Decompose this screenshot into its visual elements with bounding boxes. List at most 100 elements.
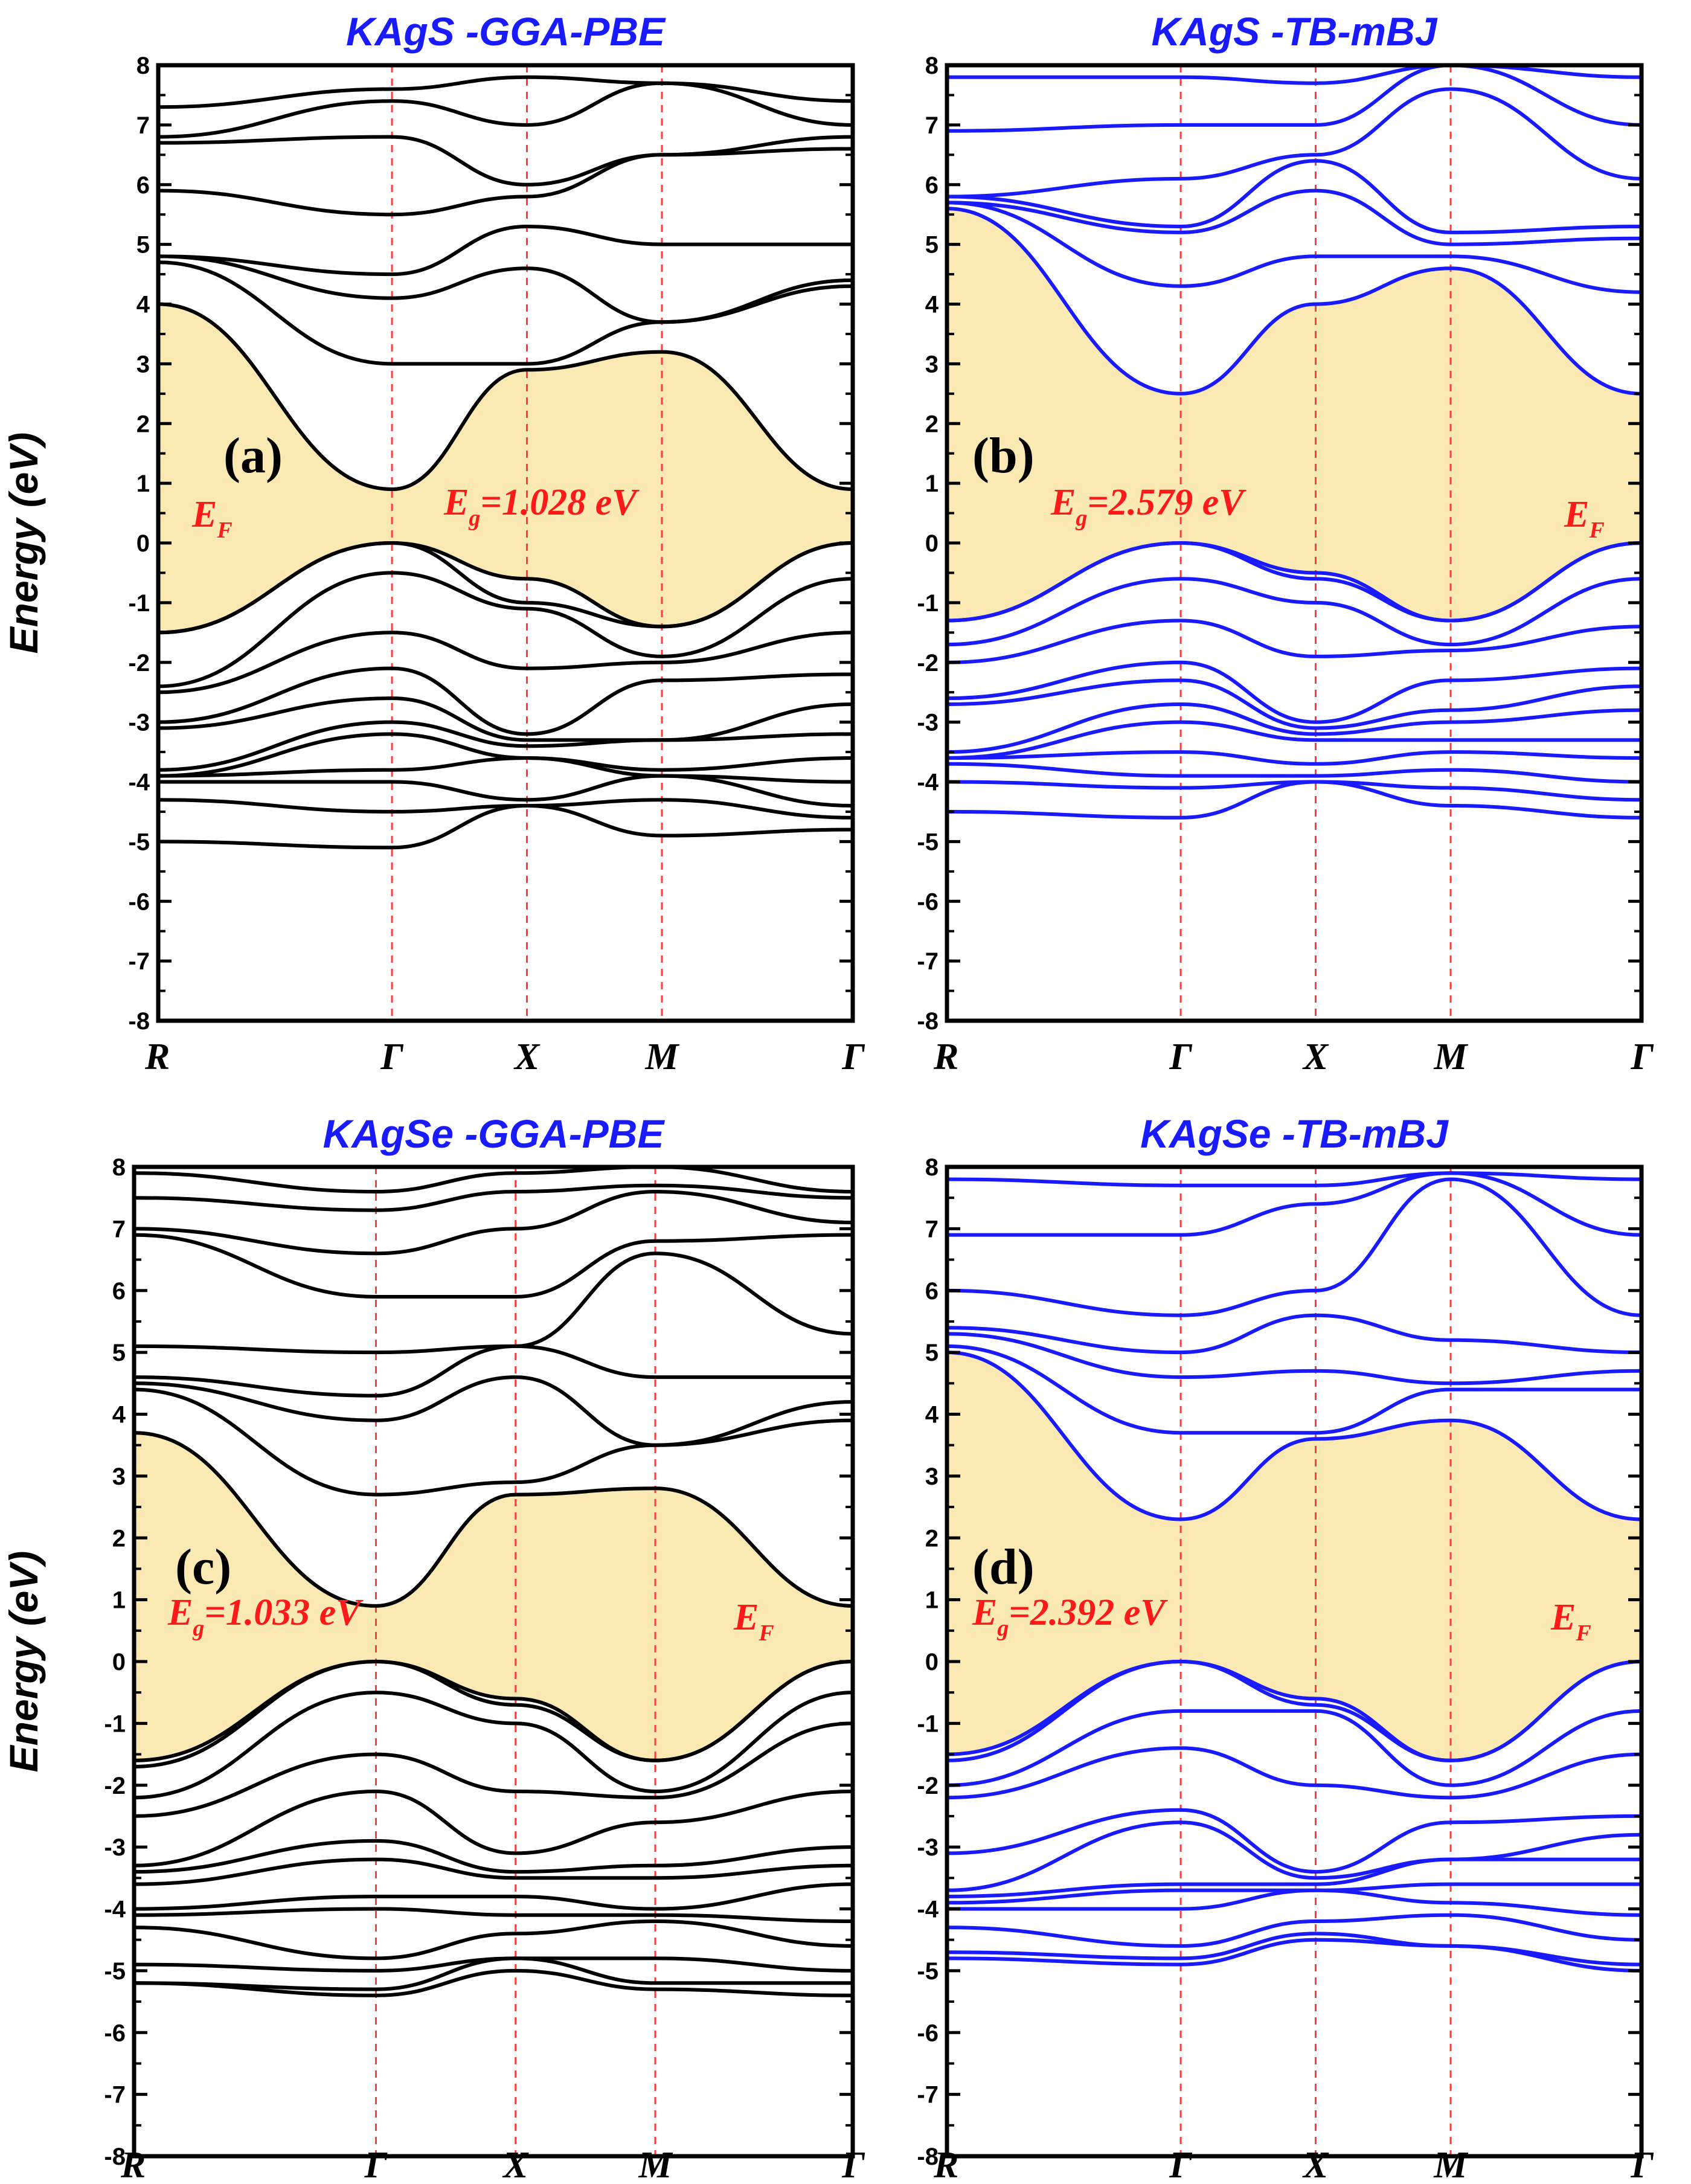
panel-c: 8 7 6 5 4 3 2 1 0 -1 -2 -3 -4 -5 -6 -7 -8R Γ X M Γ KAgSe -GGA… <box>1 1111 865 2184</box>
ytick-label: 5 <box>112 1340 126 1366</box>
panel-d: 8 7 6 5 4 3 2 1 0 -1 -2 -3 -4 -5 -6 -7 -8R Γ X M Γ KAgSe -TB-… <box>917 1111 1654 2184</box>
kpoint-label-Γ: Γ <box>1631 2145 1654 2184</box>
ytick-label: -5 <box>917 829 939 855</box>
kpoint-label-X: X <box>1302 2145 1329 2184</box>
valence-band-10 <box>134 1919 853 1961</box>
ytick-label: -5 <box>128 829 150 855</box>
ytick-label: 1 <box>925 1587 939 1614</box>
bands <box>947 1171 1641 1973</box>
valence-band-9 <box>947 1888 1641 1917</box>
gap-region <box>134 1433 853 1761</box>
valence-band-3 <box>158 571 853 689</box>
ytick-label: 8 <box>112 1154 126 1181</box>
gap-region <box>158 304 853 633</box>
kpoint-label-Γ: Γ <box>1631 1036 1654 1078</box>
band-gap-value: =1.033 eV <box>204 1592 364 1633</box>
panel-title: KAgS -TB-mBJ <box>1152 9 1438 54</box>
ytick-label: 3 <box>925 1463 939 1490</box>
kpoint-label-M: M <box>1433 2145 1468 2184</box>
panel-label: (c) <box>175 1539 231 1595</box>
conduction-band-6 <box>158 135 853 187</box>
kpoint-label-X: X <box>1302 1036 1329 1078</box>
ytick-label: 4 <box>925 1402 939 1428</box>
kpoint-label-X: X <box>502 2145 529 2184</box>
ytick-label: -1 <box>104 1710 126 1737</box>
ytick-label: -1 <box>917 590 939 617</box>
kpoint-label-M: M <box>1433 1036 1468 1078</box>
panel-label: (a) <box>223 428 283 484</box>
ytick-label: 5 <box>925 1340 939 1366</box>
fermi-level-label: EF <box>733 1597 774 1646</box>
conduction-band-1 <box>134 1431 853 1608</box>
conduction-band-4 <box>947 1313 1641 1355</box>
valence-band-8 <box>947 720 1641 760</box>
valence-band-12 <box>947 780 1641 820</box>
fermi-symbol: E <box>1564 494 1589 535</box>
conduction-band-4 <box>134 1344 853 1398</box>
panel-b: 8 7 6 5 4 3 2 1 0 -1 -2 -3 -4 -5 -6 -7 -8R Γ X M Γ KAgS -TB-m… <box>917 9 1654 1078</box>
fermi-symbol: E <box>191 494 217 535</box>
ytick-label: -7 <box>917 2082 939 2109</box>
valence-band-4 <box>134 1721 853 1818</box>
band-gap-annotation: Eg=2.392 eV <box>972 1592 1168 1641</box>
valence-band-7 <box>947 1857 1641 1898</box>
ytick-label: 3 <box>925 351 939 377</box>
valence-band-7 <box>947 702 1641 754</box>
ytick-label: -3 <box>917 1834 939 1861</box>
valence-band-5 <box>134 1790 853 1868</box>
y-axis-label: Energy (eV) <box>1 432 46 654</box>
ytick-label: -1 <box>917 1710 939 1737</box>
conduction-band-2 <box>158 260 853 366</box>
conduction-band-3 <box>158 254 853 324</box>
conduction-band-7 <box>158 81 853 139</box>
valence-band-5 <box>947 660 1641 724</box>
conduction-band-1 <box>947 1351 1641 1521</box>
conduction-band-4 <box>947 159 1641 234</box>
fermi-symbol: E <box>1550 1597 1576 1638</box>
conduction-band-6 <box>947 1171 1641 1237</box>
valence-band-4 <box>947 618 1641 664</box>
band-gap-value: =2.579 eV <box>1087 482 1247 523</box>
kpoint-label-R: R <box>144 1036 170 1078</box>
ytick-label: 7 <box>925 1216 939 1242</box>
kpoint-label-R: R <box>933 1036 958 1078</box>
ytick-label: 8 <box>925 1154 939 1181</box>
valence-band-6 <box>947 678 1641 730</box>
valence-band-5 <box>947 1808 1641 1874</box>
ytick-label: 2 <box>112 1525 126 1552</box>
panel-title: KAgS -GGA-PBE <box>346 9 666 54</box>
valence-band-9 <box>158 756 853 784</box>
valence-band-2 <box>947 541 1641 623</box>
valence-band-6 <box>158 696 853 742</box>
ytick-label: -4 <box>917 769 939 796</box>
ytick-label: 8 <box>925 53 939 79</box>
ytick-label: -3 <box>917 710 939 736</box>
ytick-label: 5 <box>136 232 150 259</box>
valence-band-3 <box>134 1691 853 1800</box>
valence-band-9 <box>134 1907 853 1923</box>
panel-label: (d) <box>972 1539 1035 1595</box>
valence-band-10 <box>947 1913 1641 1948</box>
panel-title: KAgSe -TB-mBJ <box>1140 1111 1449 1156</box>
kpoint-label-R: R <box>933 2145 958 2184</box>
valence-band-3 <box>947 577 1641 647</box>
valence-band-4 <box>947 1746 1641 1800</box>
valence-band-6 <box>947 1820 1641 1892</box>
kpoint-label-X: X <box>513 1036 541 1078</box>
kpoint-label-M: M <box>638 2145 673 2184</box>
valence-band-12 <box>158 804 853 850</box>
conduction-band-8 <box>158 75 853 109</box>
band-gap-subscript: g <box>192 1616 204 1641</box>
ytick-label: 0 <box>136 530 150 557</box>
ytick-label: 6 <box>925 172 939 199</box>
ytick-label: 4 <box>136 292 150 318</box>
band-gap-subscript: g <box>468 506 480 531</box>
conduction-band-6 <box>947 65 1641 133</box>
valence-band-10 <box>158 774 853 808</box>
ytick-label: -4 <box>917 1897 939 1923</box>
band-gap-value: =1.028 eV <box>480 482 640 523</box>
conduction-band-2 <box>947 1344 1641 1435</box>
valence-band-8 <box>158 732 853 778</box>
ytick-label: -2 <box>104 1773 126 1799</box>
